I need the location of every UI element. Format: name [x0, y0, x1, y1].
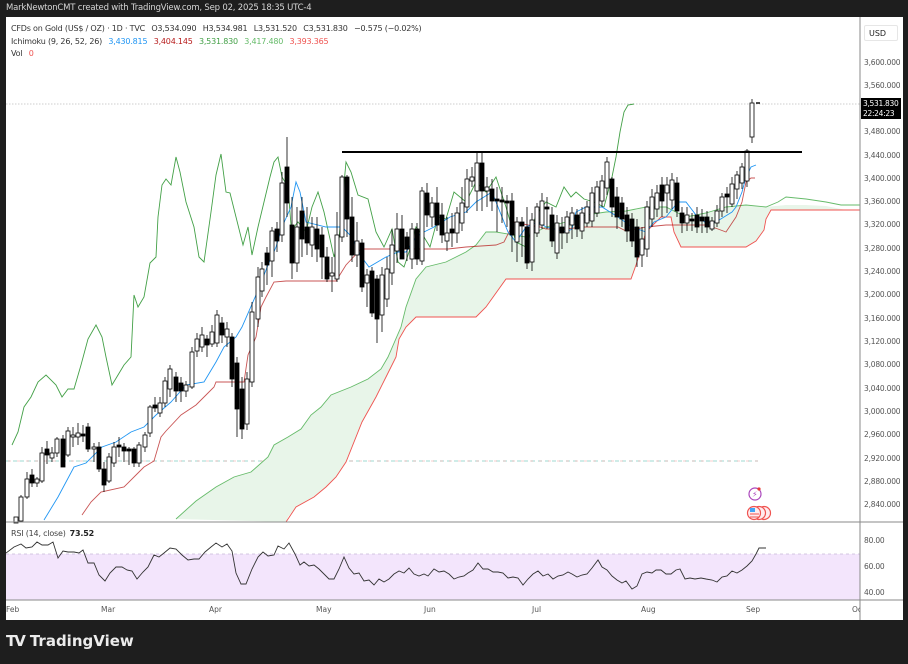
ichimoku-lagging-value: 3,531.830	[198, 36, 238, 46]
ichimoku-label[interactable]: Ichimoku (9, 26, 52, 26)	[11, 36, 103, 46]
ohlc-close: C3,531.830	[303, 24, 348, 33]
ichimoku-base-value: 3,404.145	[153, 36, 193, 46]
volume-label[interactable]: Vol	[11, 49, 23, 58]
price-tick: 3,440.000	[864, 151, 901, 160]
currency-selector[interactable]: USD	[864, 25, 898, 41]
chart-frame[interactable]: ⚡ CFDs on Gold (US$ / OZ) · 1D · TVC O3,…	[6, 17, 903, 620]
rsi-tick: 80.00	[864, 536, 885, 545]
price-tick: 3,600.000	[864, 58, 901, 67]
rsi-band	[6, 554, 860, 600]
time-tick: May	[316, 605, 332, 614]
rsi-value: 73.52	[69, 529, 95, 538]
volume-legend-row: Vol 0	[11, 48, 425, 61]
rsi-tick: 60.00	[864, 562, 885, 571]
ichimoku-base-line	[81, 177, 755, 516]
price-tick: 3,360.000	[864, 197, 901, 206]
ohlc-high: H3,534.981	[202, 24, 248, 33]
ichimoku-span-a	[175, 196, 860, 520]
price-tick: 3,080.000	[864, 360, 901, 369]
price-tick: 3,320.000	[864, 220, 901, 229]
volume-value: 0	[28, 49, 34, 58]
ichimoku-lead-b-value: 3,393.365	[289, 36, 329, 46]
ichimoku-span-b	[285, 209, 860, 523]
price-change: −0.575 (−0.02%)	[353, 24, 422, 33]
ohlc-low: L3,531.520	[253, 24, 297, 33]
rsi-legend[interactable]: RSI (14, close) 73.52	[11, 529, 94, 538]
price-tick: 2,960.000	[864, 430, 901, 439]
rsi-label: RSI (14, close)	[11, 529, 66, 538]
price-tick: 3,400.000	[864, 174, 901, 183]
price-candles	[13, 99, 760, 524]
svg-text:⚡: ⚡	[752, 490, 758, 499]
price-tick: 2,920.000	[864, 454, 901, 463]
tradingview-logo[interactable]: TV TradingView	[6, 632, 134, 650]
price-tick: 3,480.000	[864, 127, 901, 136]
tradingview-logo-text: TradingView	[29, 632, 134, 650]
price-tick: 3,160.000	[864, 314, 901, 323]
time-tick: Aug	[641, 605, 656, 614]
chart-canvas[interactable]: ⚡	[6, 17, 903, 620]
price-tick: 2,840.000	[864, 500, 901, 509]
time-tick: Feb	[6, 605, 20, 614]
price-tick: 3,560.000	[864, 81, 901, 90]
ichimoku-lead-a-value: 3,417.480	[244, 36, 284, 46]
event-icons: ⚡	[746, 487, 772, 521]
ichimoku-cloud	[176, 205, 860, 522]
price-tick: 3,040.000	[864, 384, 901, 393]
ichimoku-legend-row: Ichimoku (9, 26, 52, 26) 3,430.815 3,404…	[11, 36, 425, 49]
ichimoku-conversion-value: 3,430.815	[108, 36, 148, 46]
time-tick: Apr	[209, 605, 222, 614]
price-tick: 3,200.000	[864, 290, 901, 299]
price-tick: 3,240.000	[864, 267, 901, 276]
time-tick: Jul	[532, 605, 542, 614]
symbol-name[interactable]: CFDs on Gold (US$ / OZ) · 1D · TVC	[11, 24, 145, 33]
time-tick: Jun	[424, 605, 436, 614]
symbol-legend-row: CFDs on Gold (US$ / OZ) · 1D · TVC O3,53…	[11, 23, 425, 36]
rsi-tick: 40.00	[864, 588, 885, 597]
time-tick: Mar	[101, 605, 116, 614]
price-tick: 2,880.000	[864, 477, 901, 486]
time-tick: Oct	[852, 605, 860, 614]
rsi-line	[6, 541, 766, 590]
last-price-value: 3,531.830	[863, 99, 899, 108]
time-tick: Sep	[746, 605, 761, 614]
ohlc-open: O3,534.090	[151, 24, 197, 33]
tradingview-logo-icon: TV	[6, 632, 26, 650]
last-price-badge: 3,531.830 22:24:23	[861, 98, 901, 119]
price-tick: 3,280.000	[864, 244, 901, 253]
chart-caption: MarkNewtonCMT created with TradingView.c…	[6, 3, 312, 13]
bar-countdown: 22:24:23	[863, 109, 895, 118]
price-tick: 3,120.000	[864, 337, 901, 346]
price-tick: 3,000.000	[864, 407, 901, 416]
chart-legend: CFDs on Gold (US$ / OZ) · 1D · TVC O3,53…	[11, 23, 425, 61]
lightning-event-icon	[748, 487, 762, 501]
